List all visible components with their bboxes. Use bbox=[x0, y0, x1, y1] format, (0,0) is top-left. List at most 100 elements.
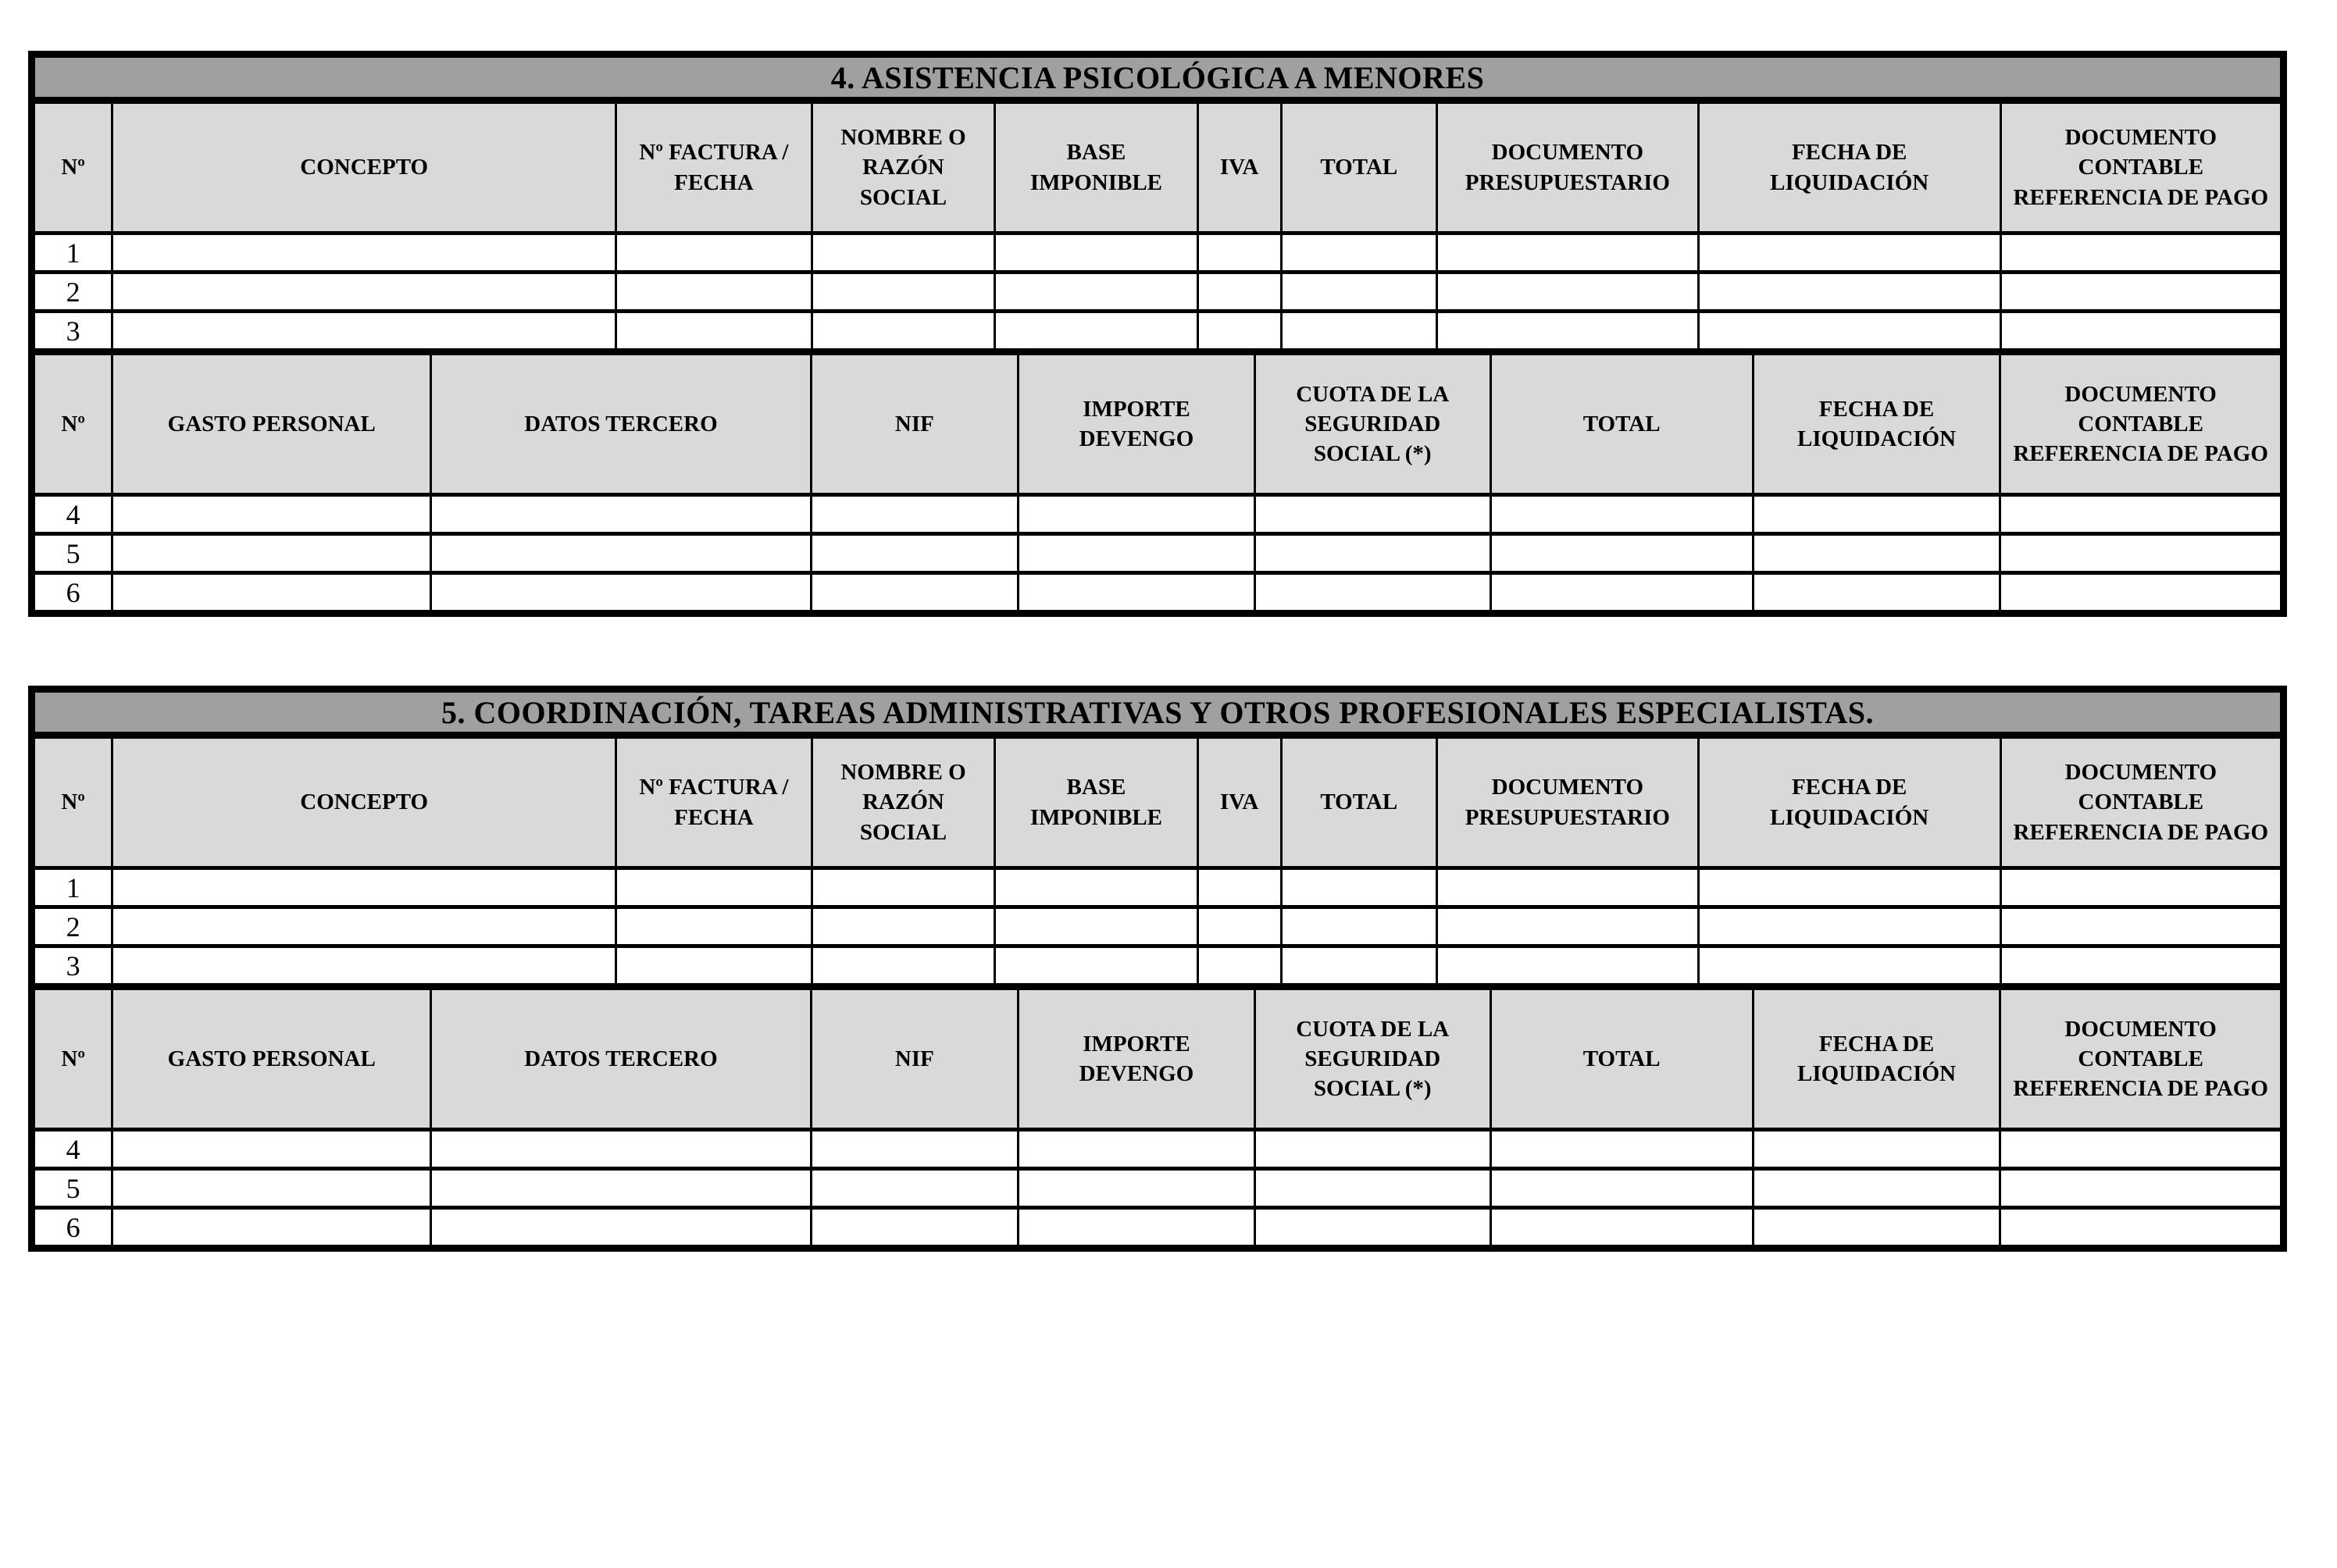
empty-cell bbox=[113, 274, 615, 309]
empty-cell bbox=[812, 536, 1018, 571]
empty-cell bbox=[1198, 313, 1280, 348]
column-header-concepto: CONCEPTO bbox=[113, 739, 615, 866]
empty-cell bbox=[113, 948, 615, 983]
column-header-gasto-personal: GASTO PERSONAL bbox=[113, 355, 430, 493]
row-number-cell: 1 bbox=[35, 870, 112, 905]
empty-cell bbox=[2001, 1171, 2280, 1206]
empty-cell bbox=[113, 1131, 430, 1167]
column-header-fecha-liquidacion: FECHA DE LIQUIDACIÓN bbox=[1754, 990, 2000, 1128]
column-header-num: Nº bbox=[35, 355, 112, 493]
invoice-grid: Nº CONCEPTO Nº FACTURA / FECHA NOMBRE O … bbox=[35, 739, 2280, 983]
empty-cell bbox=[2001, 909, 2280, 944]
empty-cell bbox=[1282, 235, 1436, 270]
column-header-datos-tercero: DATOS TERCERO bbox=[432, 355, 810, 493]
empty-cell bbox=[617, 909, 811, 944]
empty-cell bbox=[812, 870, 994, 905]
column-header-documento-contable: DOCUMENTO CONTABLE REFERENCIA DE PAGO bbox=[2001, 990, 2280, 1128]
column-header-documento-contable: DOCUMENTO CONTABLE REFERENCIA DE PAGO bbox=[2001, 355, 2280, 493]
empty-cell bbox=[1198, 948, 1280, 983]
empty-cell bbox=[996, 909, 1197, 944]
column-header-fecha-liquidacion: FECHA DE LIQUIDACIÓN bbox=[1699, 739, 2000, 866]
empty-cell bbox=[1255, 536, 1490, 571]
row-number-cell: 4 bbox=[35, 497, 112, 532]
column-header-nif: NIF bbox=[812, 990, 1018, 1128]
empty-cell bbox=[996, 235, 1197, 270]
empty-cell bbox=[1255, 1131, 1490, 1167]
column-header-gasto-personal: GASTO PERSONAL bbox=[113, 990, 430, 1128]
expense-table-section-4: 4. ASISTENCIA PSICOLÓGICA A MENORES Nº C… bbox=[28, 51, 2287, 617]
column-header-factura-fecha: Nº FACTURA / FECHA bbox=[617, 739, 811, 866]
table-title: 5. COORDINACIÓN, TAREAS ADMINISTRATIVAS … bbox=[35, 693, 2280, 732]
empty-cell bbox=[113, 235, 615, 270]
empty-cell bbox=[113, 497, 430, 532]
empty-cell bbox=[1255, 575, 1490, 610]
column-header-nombre-razon-social: NOMBRE O RAZÓN SOCIAL bbox=[812, 739, 994, 866]
column-header-total: TOTAL bbox=[1491, 355, 1752, 493]
empty-cell bbox=[617, 870, 811, 905]
empty-cell bbox=[1282, 909, 1436, 944]
empty-cell bbox=[1437, 274, 1697, 309]
empty-cell bbox=[2001, 536, 2280, 571]
column-header-fecha-liquidacion: FECHA DE LIQUIDACIÓN bbox=[1699, 104, 2000, 231]
empty-cell bbox=[1198, 235, 1280, 270]
empty-cell bbox=[432, 497, 810, 532]
row-number-cell: 2 bbox=[35, 909, 112, 944]
empty-cell bbox=[1282, 313, 1436, 348]
invoice-grid: Nº CONCEPTO Nº FACTURA / FECHA NOMBRE O … bbox=[35, 104, 2280, 348]
empty-cell bbox=[1019, 1131, 1254, 1167]
empty-cell bbox=[1491, 575, 1752, 610]
row-number-cell: 1 bbox=[35, 235, 112, 270]
column-header-total: TOTAL bbox=[1282, 739, 1436, 866]
empty-cell bbox=[1699, 948, 2000, 983]
empty-cell bbox=[1198, 274, 1280, 309]
empty-cell bbox=[996, 948, 1197, 983]
empty-cell bbox=[1282, 274, 1436, 309]
empty-cell bbox=[432, 575, 810, 610]
column-header-documento-presupuestario: DOCUMENTO PRESUPUESTARIO bbox=[1437, 739, 1697, 866]
column-header-iva: IVA bbox=[1198, 104, 1280, 231]
empty-cell bbox=[1491, 1171, 1752, 1206]
empty-cell bbox=[812, 909, 994, 944]
empty-cell bbox=[1754, 536, 2000, 571]
empty-cell bbox=[2001, 870, 2280, 905]
empty-cell bbox=[1437, 870, 1697, 905]
empty-cell bbox=[1255, 497, 1490, 532]
empty-cell bbox=[113, 1210, 430, 1245]
row-number-cell: 3 bbox=[35, 948, 112, 983]
personnel-grid: Nº GASTO PERSONAL DATOS TERCERO NIF IMPO… bbox=[35, 355, 2280, 610]
column-header-num: Nº bbox=[35, 990, 112, 1128]
table-title: 4. ASISTENCIA PSICOLÓGICA A MENORES bbox=[35, 58, 2280, 97]
empty-cell bbox=[1019, 575, 1254, 610]
empty-cell bbox=[1437, 235, 1697, 270]
empty-cell bbox=[1699, 235, 2000, 270]
empty-cell bbox=[1491, 536, 1752, 571]
empty-cell bbox=[2001, 1210, 2280, 1245]
empty-cell bbox=[1491, 1210, 1752, 1245]
empty-cell bbox=[2001, 274, 2280, 309]
empty-cell bbox=[1019, 536, 1254, 571]
column-header-fecha-liquidacion: FECHA DE LIQUIDACIÓN bbox=[1754, 355, 2000, 493]
column-header-base-imponible: BASE IMPONIBLE bbox=[996, 104, 1197, 231]
divider bbox=[35, 983, 2280, 990]
empty-cell bbox=[113, 313, 615, 348]
empty-cell bbox=[1437, 313, 1697, 348]
empty-cell bbox=[1282, 870, 1436, 905]
empty-cell bbox=[996, 313, 1197, 348]
empty-cell bbox=[1491, 497, 1752, 532]
empty-cell bbox=[1019, 1210, 1254, 1245]
empty-cell bbox=[1754, 1171, 2000, 1206]
empty-cell bbox=[1255, 1210, 1490, 1245]
column-header-importe-devengo: IMPORTE DEVENGO bbox=[1019, 990, 1254, 1128]
row-number-cell: 3 bbox=[35, 313, 112, 348]
column-header-num: Nº bbox=[35, 739, 112, 866]
empty-cell bbox=[1198, 870, 1280, 905]
empty-cell bbox=[1754, 1210, 2000, 1245]
empty-cell bbox=[113, 909, 615, 944]
empty-cell bbox=[113, 1171, 430, 1206]
row-number-cell: 6 bbox=[35, 1210, 112, 1245]
empty-cell bbox=[1699, 909, 2000, 944]
empty-cell bbox=[2001, 1131, 2280, 1167]
empty-cell bbox=[812, 235, 994, 270]
empty-cell bbox=[812, 575, 1018, 610]
